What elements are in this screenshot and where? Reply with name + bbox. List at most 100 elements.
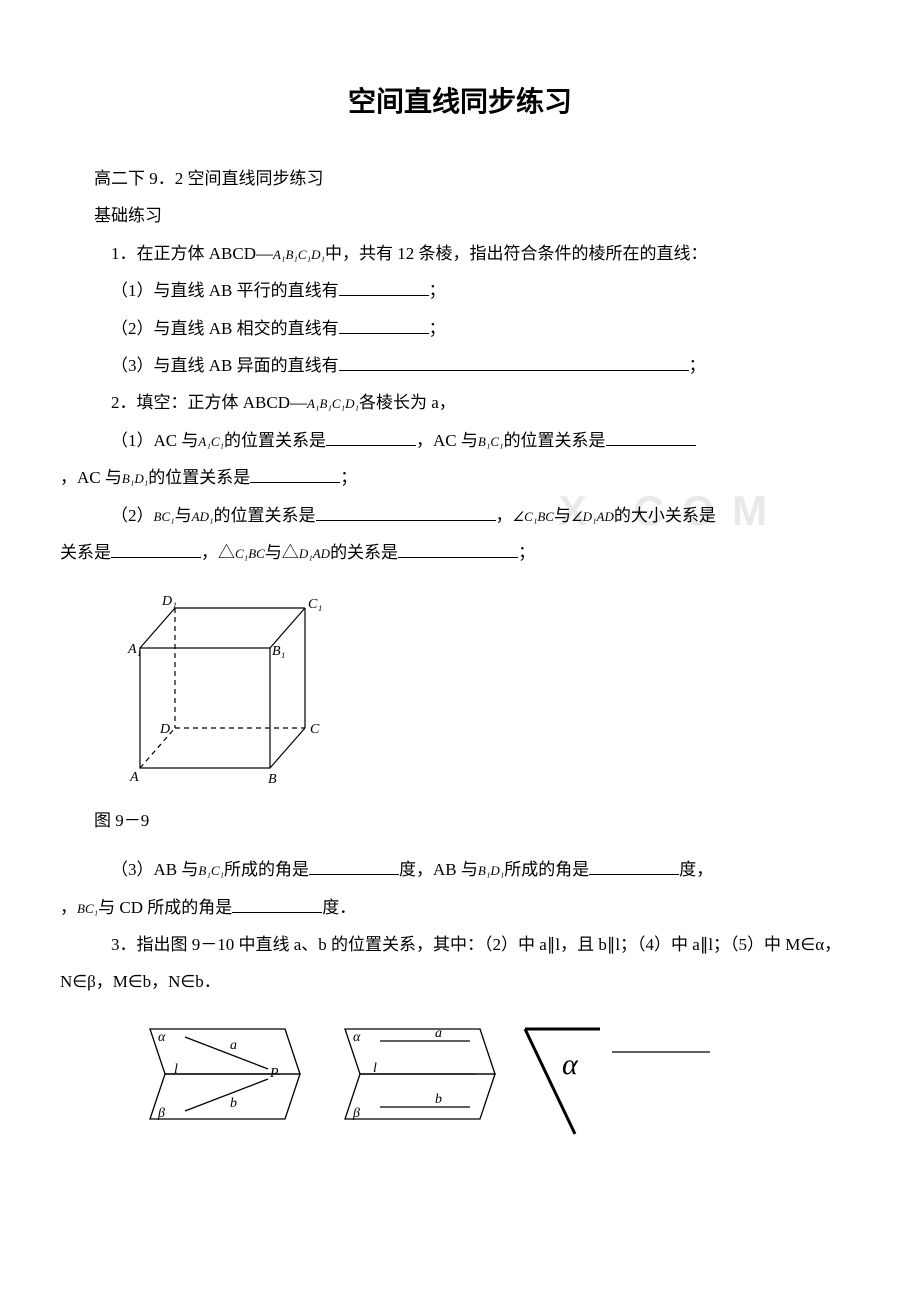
label-ang2: ∠D₁AD — [571, 509, 614, 524]
q2-1: （1）AC 与A₁C₁的位置关系是，AC 与B₁C₁的位置关系是 — [60, 422, 860, 459]
intro-line: 高二下 9．2 空间直线同步练习 — [60, 160, 860, 197]
semicolon: ； — [429, 319, 446, 338]
label-b1d1-b: B₁D₁ — [478, 863, 504, 878]
label-B1: B₁ — [272, 644, 285, 659]
q2-3-d: 度， — [679, 860, 713, 879]
semicolon: ； — [340, 468, 357, 487]
q1-stem: 1．在正方体 ABCD—A₁B₁C₁D₁中，共有 12 条棱，指出符合条件的棱所… — [60, 235, 860, 272]
label-ang1: ∠C₁BC — [513, 509, 554, 524]
label-l: l — [373, 1061, 377, 1076]
q2-1-e: ，AC 与 — [60, 468, 122, 487]
label-tri1: C₁BC — [235, 546, 265, 561]
q2-2-c: 的位置关系是 — [214, 506, 316, 525]
blank — [309, 858, 399, 875]
label-tri2: D₁AD — [299, 546, 330, 561]
diagram-1: α β a b l P — [130, 1019, 305, 1139]
label-C: C — [310, 722, 320, 737]
label-a1c1: A₁C₁ — [198, 434, 224, 449]
q2-3-deg: 度，AB 与 — [399, 860, 478, 879]
label-l: l — [174, 1062, 178, 1077]
blank — [250, 466, 340, 483]
label-beta: β — [352, 1106, 360, 1121]
blank — [232, 896, 322, 913]
blank — [339, 354, 689, 371]
label-a: a — [230, 1038, 237, 1053]
q2-2-a: （2） — [111, 506, 154, 525]
semicolon: ； — [429, 281, 446, 300]
label-b1c1: B₁C₁ — [478, 434, 504, 449]
blank — [111, 541, 201, 558]
section-label: 基础练习 — [60, 197, 860, 234]
blank — [326, 429, 416, 446]
figure-9-9: A₁ B₁ C₁ D₁ A B C D — [100, 583, 860, 798]
q2-3-a: （3）AB 与 — [111, 860, 198, 879]
label-D: D — [159, 722, 170, 737]
blank — [339, 317, 429, 334]
label-ad1: AD₁ — [192, 509, 214, 524]
figure-caption: 图 9－9 — [60, 806, 860, 831]
q2-2-e: 与 — [554, 506, 571, 525]
blank — [316, 504, 496, 521]
q2-2-g: ，△ — [201, 543, 235, 562]
label-bc1: BC₁ — [154, 509, 175, 524]
label-A: A — [129, 770, 139, 785]
q2-1-cont: ，AC 与B₁D₁的位置关系是 ； — [60, 459, 860, 496]
page-title: 空间直线同步练习 — [60, 80, 860, 120]
q2-3-cont: ，BC₁与 CD 所成的角是度． — [60, 889, 860, 926]
q1-2: （2）与直线 AB 相交的直线有 ； — [60, 310, 860, 347]
q2-stem: 2．填空：正方体 ABCD—A₁B₁C₁D₁各棱长为 a， — [60, 384, 860, 421]
q2-3-f: 度． — [322, 898, 356, 917]
label-a: a — [435, 1026, 442, 1041]
diagram-2: α β a b l — [325, 1019, 500, 1139]
q2-1-b: 的位置关系是 — [224, 431, 326, 450]
label-D1: D₁ — [161, 594, 177, 609]
q2-2-i: 的关系是 — [330, 543, 398, 562]
label-alpha-big: α — [562, 1048, 579, 1081]
q2-3-b: 所成的角是 — [224, 860, 309, 879]
q2-stem-b: 各棱长为 a， — [359, 393, 456, 412]
label-A1: A₁ — [127, 642, 141, 657]
label-C1: C₁ — [308, 597, 322, 612]
diagrams-9-10: α β a b l P α β a b l — [130, 1019, 860, 1139]
q2-2-cont: 关系是 ，△C₁BC与△D₁AD的关系是 ； — [60, 534, 860, 571]
q2-2-h: 与△ — [265, 543, 299, 562]
q2-3: （3）AB 与B₁C₁所成的角是度，AB 与B₁D₁所成的角是度， — [60, 851, 860, 888]
q2-1-a: （1）AC 与 — [111, 431, 198, 450]
label-P: P — [269, 1066, 279, 1081]
q1-cube-sub: A₁B₁C₁D₁ — [273, 247, 325, 262]
diagram-3: α — [520, 1019, 710, 1139]
q2-3-e: 与 CD 所成的角是 — [98, 898, 232, 917]
q2-2-f: 的大小关系是 — [614, 506, 716, 525]
q2-1-d: 的位置关系是 — [504, 431, 606, 450]
label-bc1-c: BC₁ — [77, 901, 98, 916]
q1-3: （3）与直线 AB 异面的直线有 ； — [60, 347, 860, 384]
q1-1: （1）与直线 AB 平行的直线有 ； — [60, 272, 860, 309]
q3: 3．指出图 9－10 中直线 a、b 的位置关系，其中：（2）中 a∥l，且 b… — [60, 926, 860, 1001]
label-alpha: α — [158, 1030, 166, 1045]
q2-3-c: 所成的角是 — [504, 860, 589, 879]
label-b: b — [230, 1096, 237, 1111]
q1-2-text: （2）与直线 AB 相交的直线有 — [111, 319, 339, 338]
text-rel: 关系是 — [60, 543, 111, 562]
cube-diagram: A₁ B₁ C₁ D₁ A B C D — [100, 583, 330, 793]
blank — [339, 279, 429, 296]
q2-1-c: ，AC 与 — [416, 431, 478, 450]
q1-3-text: （3）与直线 AB 异面的直线有 — [111, 356, 339, 375]
q2-cube-sub: A₁B₁C₁D₁ — [307, 396, 359, 411]
semicolon: ； — [518, 543, 535, 562]
q2-1-f: 的位置关系是 — [148, 468, 250, 487]
q1-1-text: （1）与直线 AB 平行的直线有 — [111, 281, 339, 300]
label-b1c1-b: B₁C₁ — [198, 863, 224, 878]
q1-stem-a: 1．在正方体 ABCD— — [111, 244, 273, 263]
q2-2-b: 与 — [175, 506, 192, 525]
label-beta: β — [157, 1106, 165, 1121]
blank — [398, 541, 518, 558]
q2-stem-a: 2．填空：正方体 ABCD— — [111, 393, 307, 412]
q2-2-d: ， — [496, 506, 513, 525]
q2-2: （2）BC₁与AD₁的位置关系是，∠C₁BC与∠D₁AD的大小关系是 — [60, 497, 860, 534]
blank — [606, 429, 696, 446]
semicolon: ； — [689, 356, 706, 375]
label-B: B — [268, 772, 277, 787]
label-alpha: α — [353, 1030, 361, 1045]
label-b1d1: B₁D₁ — [122, 471, 148, 486]
